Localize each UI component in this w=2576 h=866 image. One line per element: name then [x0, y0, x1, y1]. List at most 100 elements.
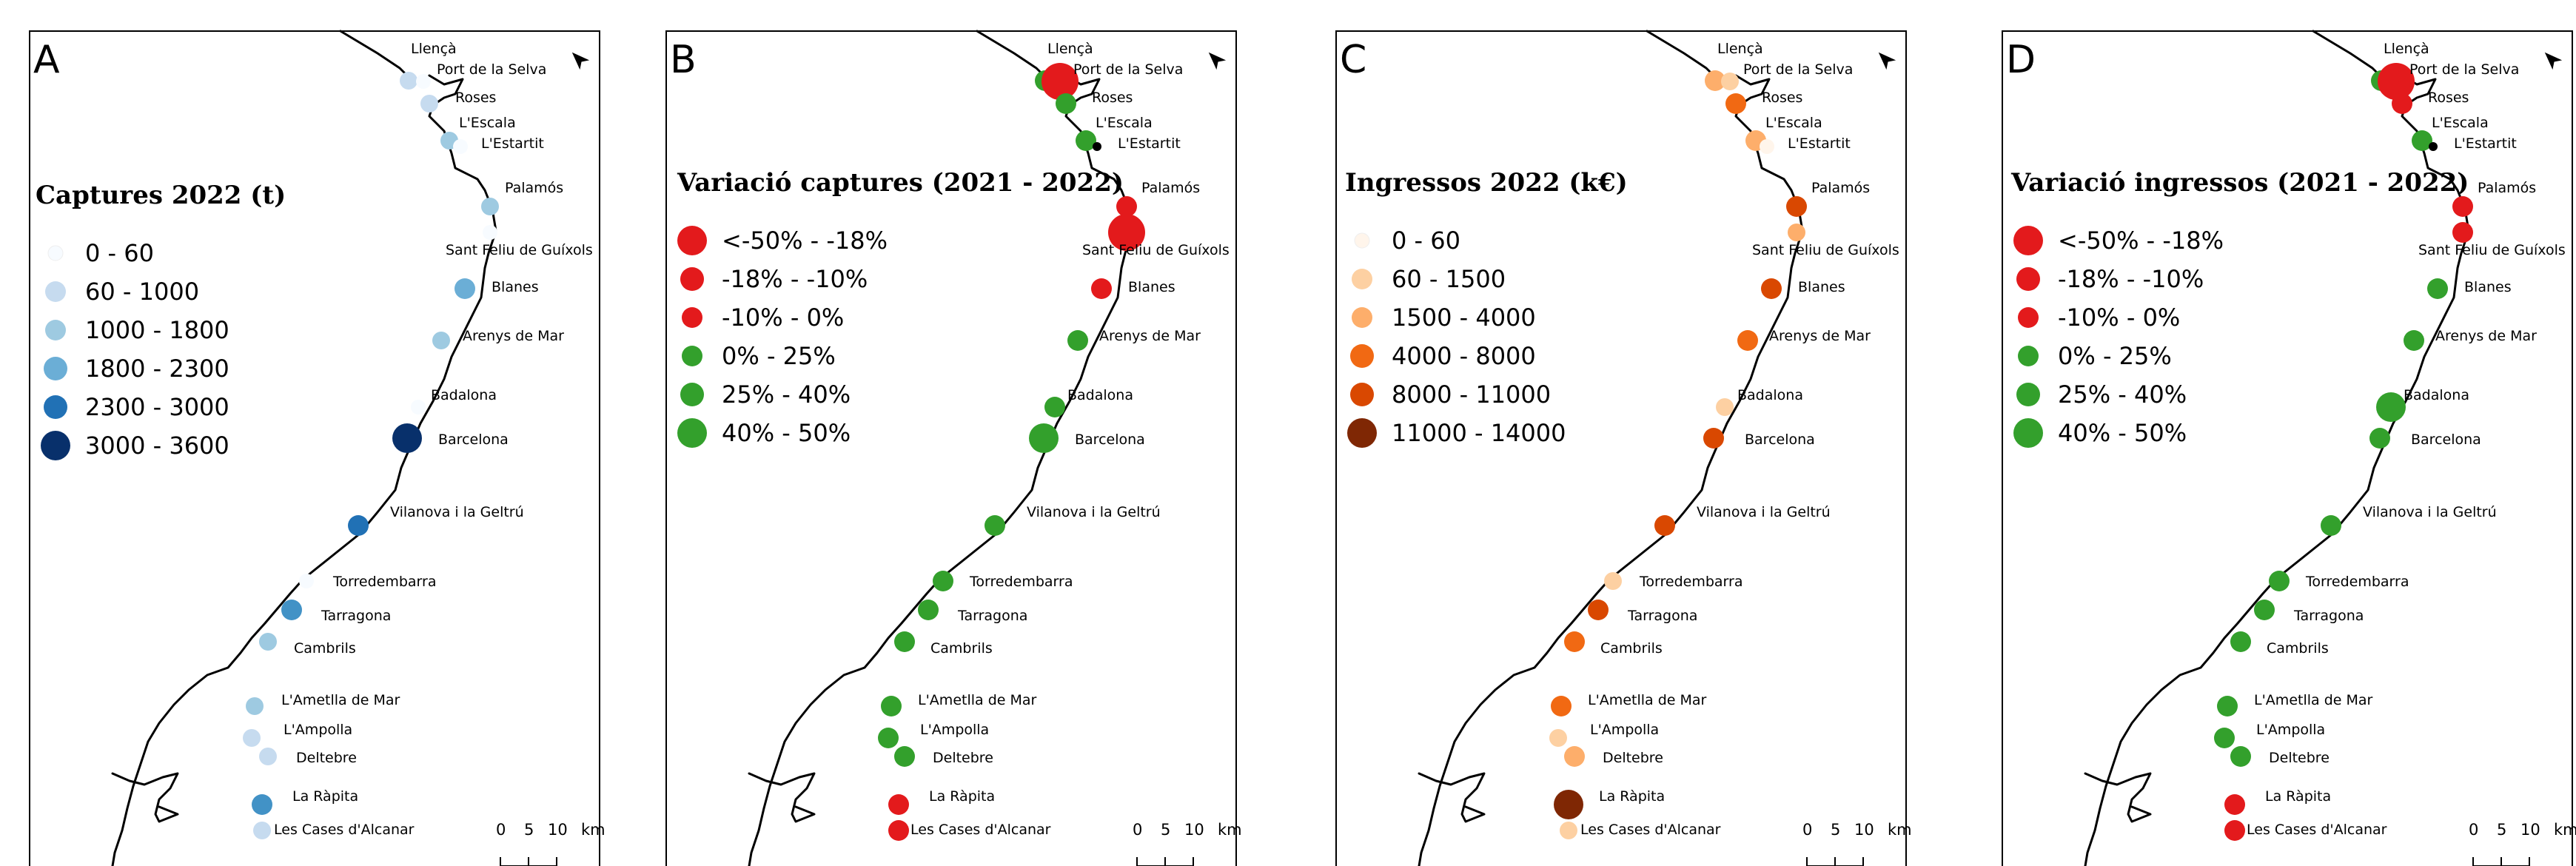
legend-symbol: [677, 226, 707, 255]
scale-line: [500, 857, 557, 866]
ebro-delta-outline: [1418, 772, 1486, 823]
port-symbol: [1786, 196, 1807, 217]
port-label: Torredembarra: [1639, 574, 1743, 590]
scale-tick-label: 10: [1184, 821, 1204, 839]
port-symbol: [878, 728, 899, 748]
legend-symbol: [2016, 267, 2040, 291]
scale-tick-label: 0: [2469, 821, 2478, 839]
legend-symbol: [680, 383, 704, 406]
port-symbol: [1788, 224, 1805, 241]
port-label: Arenys de Mar: [1099, 328, 1201, 344]
port-symbol: [2269, 571, 2290, 591]
port-label: Cambrils: [2267, 640, 2329, 657]
port-symbol: [481, 198, 499, 215]
port-label: Badalona: [431, 387, 497, 403]
port-label: Cambrils: [1600, 640, 1663, 657]
port-label: Vilanova i la Geltrú: [1027, 504, 1161, 520]
legend-label: 25% - 40%: [722, 380, 851, 409]
port-label: L'Estartit: [2454, 135, 2517, 152]
legend-label: 0% - 25%: [2058, 342, 2172, 370]
port-label: Deltebre: [296, 750, 357, 766]
coastline: [111, 30, 497, 866]
port-label: Arenys de Mar: [1769, 328, 1871, 344]
port-symbol: [246, 697, 264, 715]
port-symbol: [1042, 63, 1079, 100]
legend-label: 0 - 60: [85, 239, 154, 267]
scale-tick-label: 5: [1161, 821, 1170, 839]
port-label: Les Cases d'Alcanar: [1580, 822, 1721, 838]
map-panel-d: D Variació ingressos (2021 - 2022) <-50% -…: [2002, 30, 2576, 866]
legend-symbol: [682, 307, 702, 328]
ebro-delta-outline: [2084, 772, 2152, 823]
port-symbol: [1703, 428, 1724, 449]
scale-tick-label: 10: [1854, 821, 1874, 839]
port-symbol: [299, 574, 314, 588]
port-symbol: [1554, 790, 1583, 819]
port-label: L'Escala: [1096, 115, 1153, 131]
legend-label: <-50% - -18%: [2058, 226, 2224, 255]
port-symbol: [1725, 93, 1746, 114]
legend-title: Captures 2022 (t): [36, 181, 286, 210]
north-arrow-icon: [2544, 52, 2563, 70]
port-symbol: [2369, 428, 2390, 449]
port-symbol: [1029, 423, 1059, 453]
panel-letter: B: [670, 38, 697, 82]
legend-symbol: [2016, 383, 2040, 406]
port-symbol: [243, 729, 261, 747]
port-label: Tarragona: [1627, 608, 1697, 624]
scale-bar: 0 5 10 km: [496, 821, 606, 866]
port-label: Barcelona: [1075, 432, 1145, 448]
port-label: Badalona: [1067, 387, 1133, 403]
port-symbol: [259, 748, 277, 765]
port-symbol: [1560, 822, 1577, 839]
legend-symbol: [2013, 226, 2043, 255]
port-label: Sant Feliu de Guíxols: [1082, 242, 1230, 258]
port-symbol: [1654, 515, 1675, 536]
legend-symbol: [2018, 307, 2039, 328]
port-symbol: [400, 72, 417, 90]
legend-symbol: [47, 245, 64, 261]
coastline: [1418, 30, 1804, 866]
port-label: Arenys de Mar: [2435, 328, 2537, 344]
scale-line: [1806, 857, 1864, 866]
legend-symbol: [1354, 232, 1370, 249]
port-label: Les Cases d'Alcanar: [910, 822, 1051, 838]
legend-symbol: [45, 320, 66, 340]
scale-tick-label: 5: [1831, 821, 1840, 839]
port-label: Barcelona: [438, 432, 509, 448]
port-label: Blanes: [492, 279, 539, 295]
port-label: Palamós: [1141, 180, 1200, 196]
port-label: La Ràpita: [1599, 788, 1665, 805]
port-symbol: [2230, 631, 2251, 652]
legend-symbol: [45, 281, 66, 302]
port-label: Deltebre: [933, 750, 993, 766]
port-label: Tarragona: [321, 608, 391, 624]
legend-symbol: [1352, 307, 1372, 328]
map-panel-b: B Variació captures (2021 - 2022) <-50% - …: [665, 30, 1242, 866]
port-symbol: [392, 423, 422, 453]
map-panel-c: C Ingressos 2022 (k€) 0 - 60 60 - 1500 1500 …: [1335, 30, 1912, 866]
legend-label: 4000 - 8000: [1392, 342, 1536, 370]
port-symbol: [483, 225, 497, 240]
port-label: L'Ampolla: [1590, 722, 1659, 738]
scale-unit: km: [581, 821, 606, 839]
port-symbol: [2230, 746, 2251, 767]
port-symbol: [894, 631, 915, 652]
port-symbol: [1108, 214, 1145, 251]
legend-label: -10% - 0%: [2058, 303, 2180, 332]
port-label: Port de la Selva: [437, 61, 546, 78]
port-symbol: [1564, 631, 1585, 652]
panel-frame: [2002, 30, 2573, 866]
port-label: Roses: [1762, 90, 1802, 106]
port-label: La Ràpita: [2265, 788, 2331, 805]
port-label: Torredembarra: [969, 574, 1073, 590]
port-symbol: [2224, 794, 2245, 815]
port-symbol: [1056, 93, 1076, 114]
panel-frame: [1335, 30, 1907, 866]
scale-line: [1136, 857, 1194, 866]
north-arrow-icon: [1878, 52, 1896, 70]
scale-tick-label: 5: [524, 821, 534, 839]
port-symbol: [1604, 572, 1622, 590]
port-label: Torredembarra: [332, 574, 436, 590]
